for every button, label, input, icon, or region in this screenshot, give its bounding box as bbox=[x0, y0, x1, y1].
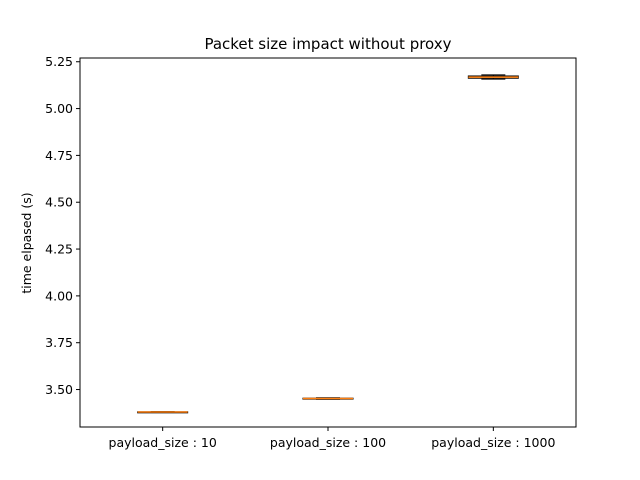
x-tick-label: payload_size : 100 bbox=[270, 435, 386, 450]
y-axis-label: time elpased (s) bbox=[19, 192, 34, 293]
y-tick-label: 5.25 bbox=[45, 54, 73, 69]
y-tick-label: 4.50 bbox=[45, 195, 73, 210]
chart-title: Packet size impact without proxy bbox=[204, 35, 451, 53]
x-tick-label: payload_size : 1000 bbox=[431, 435, 555, 450]
x-tick-label: payload_size : 10 bbox=[109, 435, 217, 450]
y-tick-label: 4.25 bbox=[45, 242, 73, 257]
y-tick-label: 5.00 bbox=[45, 101, 73, 116]
plot-area: 3.50 3.75 4.00 4.25 4.50 4.75 5.00 5.25 payload_… bbox=[45, 54, 555, 450]
y-tick-label: 3.75 bbox=[45, 335, 73, 350]
y-tick-label: 4.75 bbox=[45, 148, 73, 163]
y-tick-label: 3.50 bbox=[45, 382, 73, 397]
axes-frame bbox=[79, 57, 577, 428]
y-tick-label: 4.00 bbox=[45, 288, 73, 303]
